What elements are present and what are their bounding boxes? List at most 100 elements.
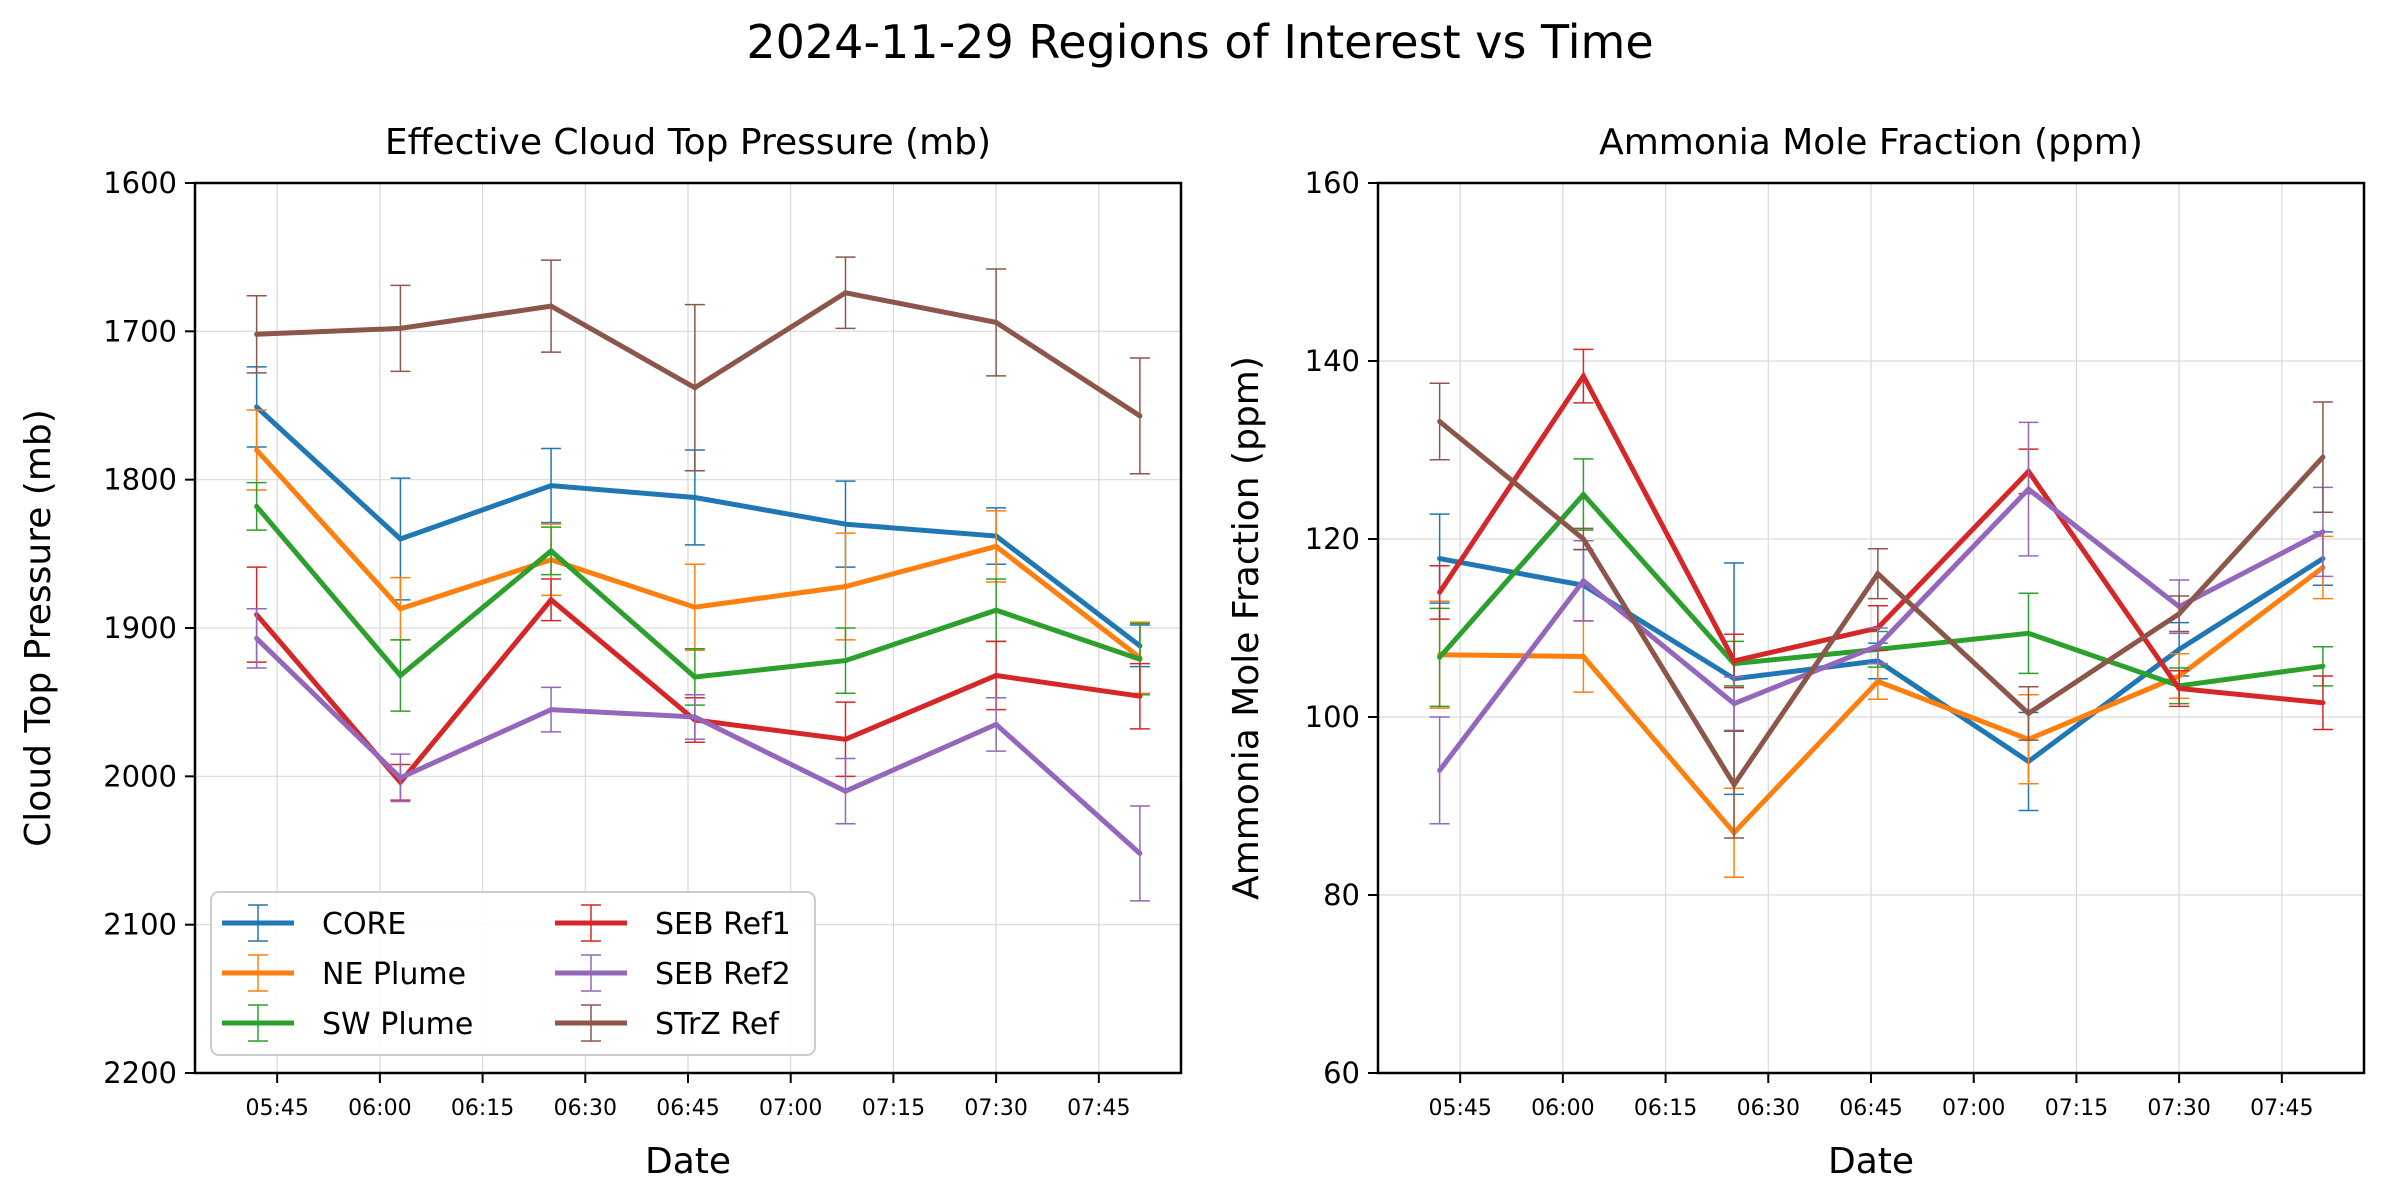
- right-chart-title: Ammonia Mole Fraction (ppm): [1599, 122, 2143, 163]
- legend-label: CORE: [322, 907, 406, 942]
- right-x-ticks: 05:45 06:00 06:15 06:30 06:45 07:00 07:15 07:30…: [1428, 1073, 2314, 1121]
- x-tick-label: 07:00: [1942, 1096, 2005, 1121]
- data-point: [1580, 492, 1586, 497]
- x-tick-label: 06:00: [348, 1096, 411, 1121]
- legend-item-sw-plume: SW Plume: [222, 1004, 473, 1042]
- data-point: [548, 707, 554, 713]
- data-point: [993, 607, 999, 613]
- data-point: [842, 583, 848, 589]
- data-point: [1437, 589, 1443, 595]
- legend-label: SEB Ref1: [655, 907, 791, 942]
- left-y-axis-label: Cloud Top Pressure (mb): [18, 409, 59, 847]
- x-tick-label: 05:45: [1428, 1096, 1491, 1121]
- data-point: [1731, 782, 1737, 788]
- data-point: [1875, 643, 1881, 649]
- y-tick-label: 120: [1305, 522, 1360, 556]
- right-y-ticks: 60 80 100 120 140 160: [1305, 166, 1378, 1090]
- data-point: [548, 483, 554, 489]
- data-point: [692, 494, 698, 500]
- y-tick-label: 100: [1305, 700, 1360, 734]
- left-plot-frame: [193, 181, 1183, 1075]
- x-tick-label: 07:15: [2045, 1096, 2108, 1121]
- x-tick-label: 07:45: [1067, 1096, 1130, 1121]
- data-point: [2176, 686, 2182, 692]
- data-point: [1580, 536, 1586, 542]
- legend-item-seb-ref1: SEB Ref1: [555, 904, 791, 942]
- y-tick-label: 140: [1305, 344, 1360, 378]
- x-tick-label: 06:45: [1839, 1096, 1902, 1121]
- data-point: [1731, 701, 1737, 707]
- legend-frame: [210, 891, 816, 1056]
- data-point: [692, 385, 698, 391]
- data-point: [993, 721, 999, 727]
- ammonia-chart: 05:45 06:00 06:15 06:30 06:45 07:00 07:15 07:30…: [1305, 166, 2366, 1121]
- y-tick-label: 160: [1305, 166, 1360, 200]
- data-point: [397, 536, 403, 542]
- y-tick-label: 60: [1323, 1056, 1360, 1090]
- data-point: [842, 736, 848, 742]
- legend-label: SEB Ref2: [655, 957, 791, 992]
- data-point: [993, 319, 999, 325]
- data-point: [1580, 653, 1586, 659]
- data-point: [2025, 486, 2031, 492]
- data-point: [2320, 663, 2326, 669]
- legend-item-strz-ref: STrZ Ref: [555, 1004, 780, 1042]
- y-tick-label: 2200: [103, 1056, 177, 1090]
- y-tick-label: 1900: [103, 611, 177, 645]
- data-point: [548, 597, 554, 603]
- legend-label: STrZ Ref: [655, 1007, 780, 1042]
- data-point: [254, 404, 260, 410]
- left-y-ticks: 1600 1700 1800 1900 2000 2100 2200: [103, 166, 195, 1090]
- data-point: [254, 447, 260, 453]
- series-strz-ref: [1429, 382, 2333, 839]
- data-point: [2176, 646, 2182, 652]
- y-tick-label: 2100: [103, 908, 177, 942]
- data-point: [842, 521, 848, 527]
- series-seb-ref2: [246, 607, 1150, 902]
- x-tick-label: 07:30: [964, 1096, 1027, 1121]
- data-point: [842, 290, 848, 296]
- data-point: [2025, 710, 2031, 716]
- data-point: [548, 548, 554, 554]
- data-point: [397, 775, 403, 781]
- data-point: [1875, 571, 1881, 577]
- x-tick-label: 07:45: [2250, 1096, 2313, 1121]
- y-tick-label: 2000: [103, 759, 177, 793]
- data-point: [1437, 419, 1443, 425]
- data-point: [1137, 850, 1143, 856]
- data-point: [993, 543, 999, 549]
- legend-item-seb-ref2: SEB Ref2: [555, 954, 791, 992]
- data-point: [2025, 630, 2031, 636]
- data-point: [1580, 578, 1586, 584]
- data-point: [1731, 658, 1737, 664]
- data-point: [692, 604, 698, 610]
- y-tick-label: 1600: [103, 166, 177, 200]
- data-point: [1137, 656, 1143, 662]
- data-point: [1437, 556, 1443, 562]
- data-point: [1875, 678, 1881, 684]
- y-tick-label: 80: [1323, 878, 1360, 912]
- data-point: [397, 325, 403, 331]
- data-point: [254, 635, 260, 641]
- x-tick-label: 07:15: [862, 1096, 925, 1121]
- data-point: [397, 606, 403, 612]
- legend: CORE NE Plume SW Plume SEB Ref1 SEB Ref2 STrZ…: [210, 891, 816, 1056]
- y-tick-label: 1800: [103, 463, 177, 497]
- legend-label: SW Plume: [322, 1007, 473, 1042]
- right-y-axis-label: Ammonia Mole Fraction (ppm): [1226, 356, 1267, 900]
- data-point: [842, 788, 848, 794]
- data-point: [1437, 654, 1443, 660]
- left-chart-title: Effective Cloud Top Pressure (mb): [385, 122, 991, 163]
- data-point: [993, 672, 999, 678]
- data-point: [1580, 373, 1586, 379]
- data-point: [254, 331, 260, 337]
- data-point: [1137, 413, 1143, 419]
- x-tick-label: 07:30: [2147, 1096, 2210, 1121]
- data-point: [548, 303, 554, 309]
- data-point: [842, 658, 848, 664]
- data-point: [397, 672, 403, 678]
- right-plot-frame: [1376, 181, 2366, 1075]
- data-point: [1437, 767, 1443, 773]
